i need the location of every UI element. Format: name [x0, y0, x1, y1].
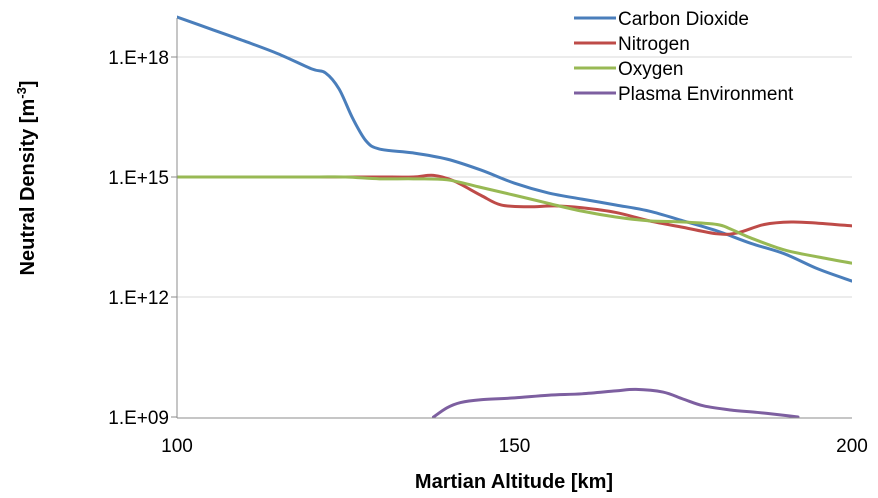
legend-label: Oxygen	[618, 59, 683, 80]
x-axis-title: Martian Altitude [km]	[415, 471, 613, 493]
y-axis-title: Neutral Density [m-3]	[14, 81, 39, 276]
x-tick-label: 200	[836, 436, 868, 457]
legend-label: Carbon Dioxide	[618, 9, 749, 30]
tick-labels: 1.E+09 1.E+12 1.E+15 1.E+18 100 150 200	[108, 48, 868, 457]
y-tick-label: 1.E+09	[108, 408, 169, 429]
x-tick-label: 100	[161, 436, 193, 457]
y-axis-title-exponent: -3	[14, 87, 29, 99]
y-tick-label: 1.E+18	[108, 48, 169, 69]
series-line-carbon-dioxide	[177, 15, 852, 283]
y-axis-title-close: ]	[17, 81, 39, 88]
x-tick-label: 150	[499, 436, 531, 457]
legend-label: Nitrogen	[618, 34, 690, 55]
legend: Carbon Dioxide Nitrogen Oxygen Plasma Envir…	[574, 9, 794, 105]
legend-label: Plasma Environment	[618, 84, 794, 105]
axes	[171, 18, 852, 419]
series-line-plasma-environment	[432, 387, 800, 418]
y-tick-label: 1.E+15	[108, 168, 169, 189]
series-layer	[177, 15, 852, 418]
y-tick-label: 1.E+12	[108, 288, 169, 309]
series-line-oxygen	[177, 175, 852, 265]
